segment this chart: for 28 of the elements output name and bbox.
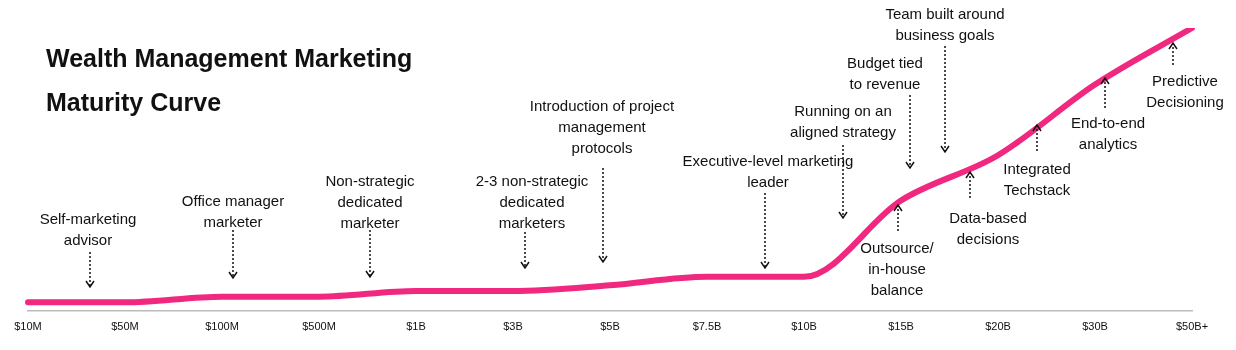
x-tick-label: $500M (302, 320, 336, 333)
annotation: Introduction of project management protocols (528, 96, 676, 158)
annotation: Executive-level marketing leader (681, 151, 855, 192)
x-tick-label: $7.5B (692, 320, 722, 333)
x-tick-label: $5B (600, 320, 620, 333)
annotation: 2-3 non-strategic dedicated marketers (474, 171, 590, 233)
annotation: Running on an aligned strategy (789, 101, 897, 142)
x-tick-label: $30B (1082, 320, 1108, 333)
x-tick-label: $100M (205, 320, 239, 333)
text: Wealth Management Marketing Maturity Curve (46, 43, 414, 118)
annotation: Self-marketing advisor (38, 209, 138, 250)
annotation: Outsource/ in-house balance (859, 238, 935, 300)
x-tick-label: $20B (985, 320, 1011, 333)
annotation: Predictive Decisioning (1145, 71, 1225, 112)
annotation: Data-based decisions (948, 208, 1028, 249)
x-tick-label: $1B (406, 320, 426, 333)
annotation: Team built around business goals (884, 4, 1006, 45)
x-tick-label: $3B (503, 320, 523, 333)
x-tick-label: $50M (111, 320, 139, 333)
x-tick-label: $50B+ (1175, 320, 1209, 333)
x-tick-label: $10B (791, 320, 817, 333)
annotation: End-to-end analytics (1069, 113, 1147, 154)
annotation: Office manager marketer (180, 191, 286, 232)
annotation: Integrated Techstack (1002, 159, 1072, 200)
x-tick-label: $10M (14, 320, 42, 333)
annotation: Budget tied to revenue (846, 53, 924, 94)
x-tick-label: $15B (888, 320, 914, 333)
annotation: Non-strategic dedicated marketer (324, 171, 416, 233)
